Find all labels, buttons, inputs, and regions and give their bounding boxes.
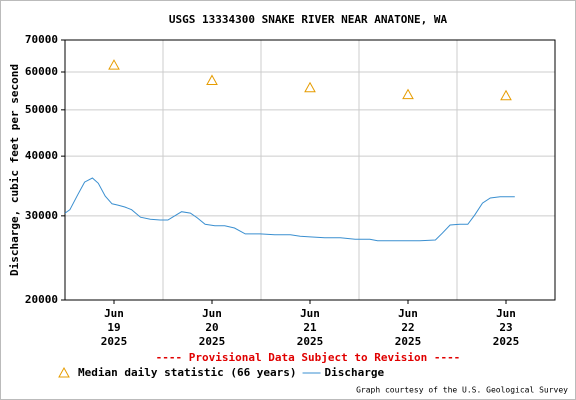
legend-label: Discharge: [325, 366, 385, 379]
median-marker: [304, 81, 316, 93]
median-marker: [500, 89, 512, 101]
provisional-note: ---- Provisional Data Subject to Revisio…: [156, 351, 461, 364]
plot-border: [64, 39, 556, 301]
y-tick-label: 60000: [25, 65, 58, 78]
y-tick-label: 50000: [25, 103, 58, 116]
credit: Graph courtesy of the U.S. Geological Su…: [356, 386, 568, 395]
x-tick-label: Jun 21 2025: [297, 307, 324, 348]
median-marker: [206, 74, 218, 85]
legend-swatch: [58, 366, 70, 378]
x-tick-label: Jun 19 2025: [101, 307, 128, 348]
discharge-line: [64, 177, 515, 242]
x-tick-label: Jun 22 2025: [395, 307, 422, 348]
median-marker: [108, 59, 120, 70]
y-axis-label: Discharge, cubic feet per second: [8, 64, 21, 276]
plot-area: [65, 40, 555, 300]
y-tick-label: 30000: [25, 209, 58, 222]
y-tick-label: 40000: [25, 149, 58, 162]
x-tick-label: Jun 20 2025: [199, 307, 226, 348]
x-tick-label: Jun 23 2025: [493, 307, 520, 348]
y-tick-label: 70000: [25, 33, 58, 46]
chart-title: USGS 13334300 SNAKE RIVER NEAR ANATONE, …: [169, 13, 448, 26]
median-marker: [402, 88, 414, 100]
y-tick-label: 20000: [25, 293, 58, 306]
legend-label: Median daily statistic (66 years): [78, 366, 297, 379]
